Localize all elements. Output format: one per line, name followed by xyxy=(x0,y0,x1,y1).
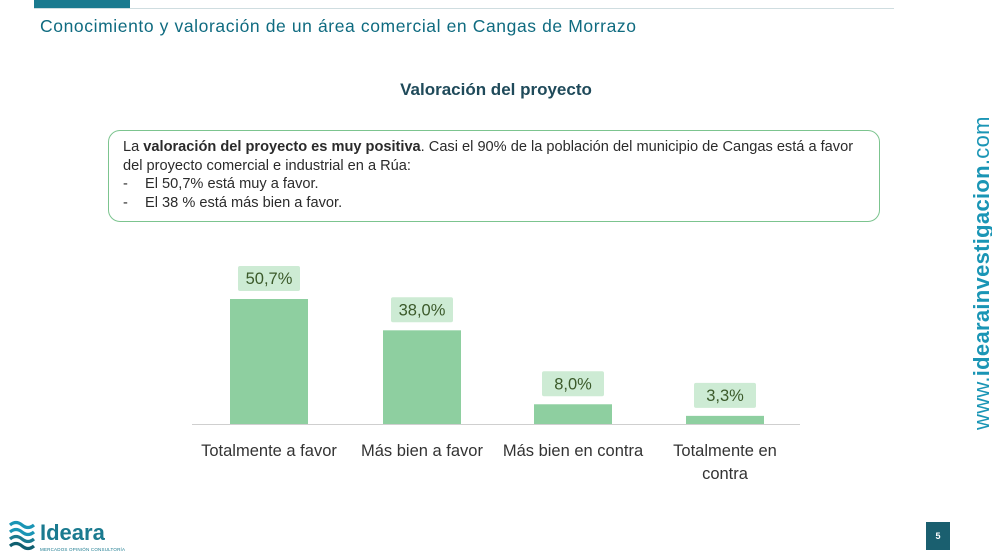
bar xyxy=(534,404,612,424)
header-divider xyxy=(34,8,894,9)
url-suffix: .com xyxy=(969,116,992,166)
data-label-bg xyxy=(694,382,756,408)
summary-intro: La xyxy=(123,139,144,155)
section-title: Valoración del proyecto xyxy=(400,80,592,99)
data-label: 3,3% xyxy=(706,387,744,405)
bar xyxy=(230,299,308,424)
bar xyxy=(383,330,461,424)
category-label: Totalmente en xyxy=(673,442,777,460)
summary-paragraph: La valoración del proyecto es muy positi… xyxy=(123,138,865,175)
website-url[interactable]: www.idearainvestigacion.com xyxy=(969,116,992,430)
bullet-marker: - xyxy=(123,176,128,192)
data-label-bg xyxy=(238,266,300,291)
data-label: 38,0% xyxy=(399,301,446,319)
summary-bullet: - El 38 % está más bien a favor. xyxy=(123,194,865,213)
page-number: 5 xyxy=(926,522,950,550)
category-label: Más bien a favor xyxy=(361,442,483,460)
summary-intro-rest: . Casi el 90% de la población del munici… xyxy=(123,139,854,174)
category-label: contra xyxy=(702,465,749,483)
summary-highlight: valoración del proyecto es muy positiva xyxy=(143,139,421,155)
url-prefix: www. xyxy=(969,376,992,430)
ideara-logo: Ideara MERCADOS OPINIÓN CONSULTORÍA xyxy=(6,516,146,556)
ideara-waves-icon xyxy=(8,520,36,551)
summary-box: La valoración del proyecto es muy positi… xyxy=(108,130,880,222)
bullet-marker: - xyxy=(123,194,128,211)
header-accent-bar xyxy=(34,0,130,8)
data-label: 50,7% xyxy=(246,270,293,288)
url-domain: idearainvestigacion xyxy=(969,165,992,377)
bullet-text: El 38 % está más bien a favor. xyxy=(145,194,343,211)
category-label: Totalmente a favor xyxy=(201,442,337,460)
slide-title: Conocimiento y valoración de un área com… xyxy=(40,16,637,36)
data-label-bg xyxy=(542,371,604,397)
logo-tagline: MERCADOS OPINIÓN CONSULTORÍA xyxy=(40,547,126,552)
data-label: 8,0% xyxy=(554,375,592,393)
data-label-bg xyxy=(391,297,453,323)
bar xyxy=(686,415,764,424)
logo-name: Ideara xyxy=(40,520,105,545)
bullet-text: El 50,7% está muy a favor. xyxy=(145,176,319,192)
category-label: Más bien en contra xyxy=(503,442,644,460)
summary-bullet: - El 50,7% está muy a favor. xyxy=(123,175,865,194)
